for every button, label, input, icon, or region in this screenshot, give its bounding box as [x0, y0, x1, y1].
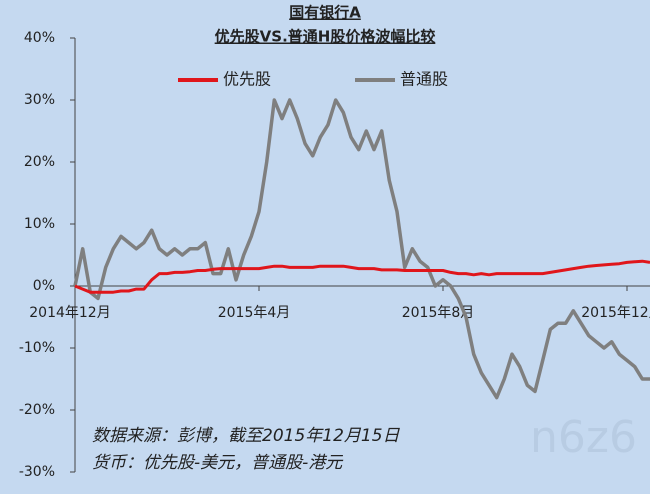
y-tick-label: -10%	[19, 340, 55, 356]
watermark: n6z6	[530, 412, 637, 463]
x-tick-label: 2015年8月	[402, 305, 475, 321]
y-tick-label: 20%	[24, 154, 55, 170]
y-tick-label: 30%	[24, 92, 55, 108]
x-tick-label: 2015年12月	[581, 305, 650, 321]
y-tick-label: 0%	[33, 278, 55, 294]
annotation: 货币：优先股-美元，普通股-港元	[92, 453, 344, 473]
legend-label: 优先股	[223, 70, 271, 89]
y-tick-label: 40%	[24, 30, 55, 46]
line-series	[74, 259, 650, 294]
line-series	[73, 98, 650, 400]
annotation: 数据来源：彭博，截至2015年12月15日	[92, 426, 401, 446]
x-tick-label: 2015年4月	[218, 305, 291, 321]
legend-label: 普通股	[400, 70, 448, 89]
chart-title: 国有银行A	[289, 4, 361, 22]
y-tick-label: 10%	[24, 216, 55, 232]
chart-subtitle: 优先股VS.普通H股价格波幅比较	[215, 28, 436, 46]
y-tick-label: -20%	[19, 402, 55, 418]
x-tick-label: 2014年12月	[29, 305, 110, 321]
y-tick-label: -30%	[19, 464, 55, 480]
